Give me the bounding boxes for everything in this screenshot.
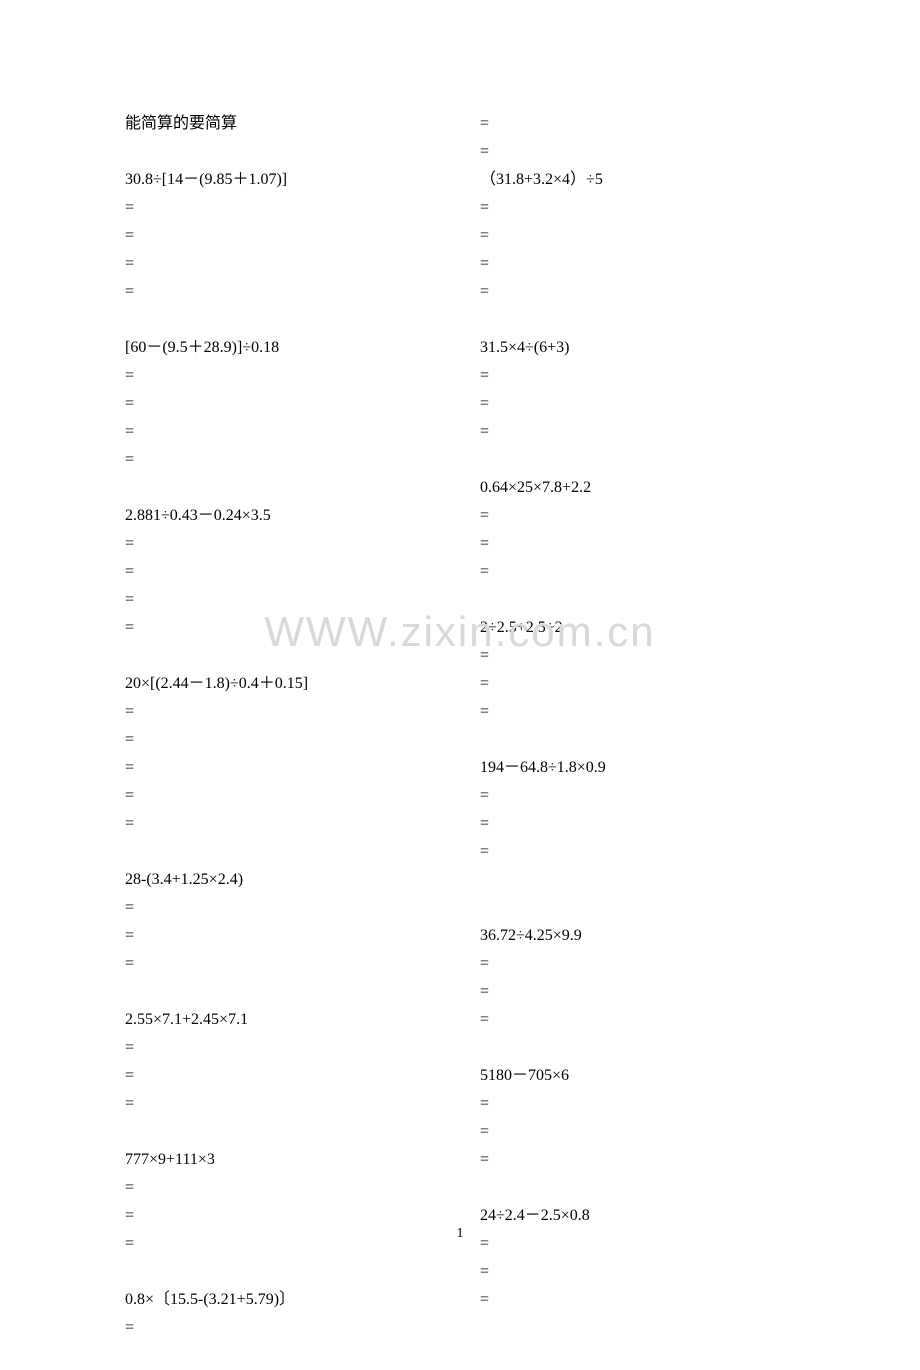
problem-block: （31.8+3.2×4）÷5==== [480, 166, 795, 306]
equals-line: = [480, 138, 795, 166]
problem-block: 0.64×25×7.8+2.2=== [480, 474, 795, 586]
equals-line: = [125, 698, 440, 726]
problem-block: 2.55×7.1+2.45×7.1=== [125, 1006, 440, 1118]
problem-block: 194－64.8÷1.8×0.9=== [480, 754, 795, 894]
problem-block: 36.72÷4.25×9.9=== [480, 922, 795, 1034]
problem-block: 2.881÷0.43－0.24×3.5==== [125, 502, 440, 642]
equals-line: = [480, 1286, 795, 1314]
equals-line: = [480, 502, 795, 530]
problem-block: 0.8×〔15.5-(3.21+5.79)〕= [125, 1286, 440, 1342]
equals-line: = [480, 950, 795, 978]
equals-line: = [125, 586, 440, 614]
problem-block: 2÷2.5+2.5÷2=== [480, 614, 795, 726]
equals-line: = [125, 362, 440, 390]
equals-line: = [125, 418, 440, 446]
equals-line: = [125, 922, 440, 950]
problem-expression: 30.8÷[14－(9.85＋1.07)] [125, 166, 440, 194]
problem-block: 30.8÷[14－(9.85＋1.07)]==== [125, 166, 440, 306]
equals-line: = [480, 558, 795, 586]
problem-block: 20×[(2.44－1.8)÷0.4＋0.15]===== [125, 670, 440, 838]
equals-line: = [480, 1146, 795, 1174]
equals-line: = [480, 1258, 795, 1286]
equals-line: = [480, 782, 795, 810]
equals-line: = [480, 1090, 795, 1118]
equals-line: = [480, 194, 795, 222]
equals-line: = [125, 1174, 440, 1202]
problem-expression: 20×[(2.44－1.8)÷0.4＋0.15] [125, 670, 440, 698]
equals-line: = [480, 278, 795, 306]
problem-expression: 2÷2.5+2.5÷2 [480, 614, 795, 642]
equals-line: = [125, 194, 440, 222]
equals-line: = [480, 1006, 795, 1034]
equals-line: = [480, 1230, 795, 1258]
equals-line: = [480, 362, 795, 390]
problem-block: 31.5×4÷(6+3)=== [480, 334, 795, 446]
equals-line: = [480, 838, 795, 866]
worksheet-title: 能简算的要简算 [125, 110, 440, 138]
problem-expression: 194－64.8÷1.8×0.9 [480, 754, 795, 782]
equals-line: = [480, 390, 795, 418]
problem-expression: 2.55×7.1+2.45×7.1 [125, 1006, 440, 1034]
problem-block: 28-(3.4+1.25×2.4)=== [125, 866, 440, 978]
problem-block: 24÷2.4－2.5×0.8=== [480, 1202, 795, 1314]
equals-line: = [480, 110, 795, 138]
equals-line: = [125, 250, 440, 278]
equals-line: = [125, 782, 440, 810]
problem-expression: 0.64×25×7.8+2.2 [480, 474, 795, 502]
equals-line: = [125, 1230, 440, 1258]
equals-line: = [125, 1202, 440, 1230]
equals-line: = [125, 1062, 440, 1090]
right-column: == （31.8+3.2×4）÷5====31.5×4÷(6+3)===0.64… [460, 110, 795, 1370]
problem-expression: 5180－705×6 [480, 1062, 795, 1090]
equals-line: = [480, 1118, 795, 1146]
equals-line: = [125, 530, 440, 558]
equals-line: = [480, 250, 795, 278]
problem-block: 5180－705×6=== [480, 1062, 795, 1174]
equals-line: = [480, 670, 795, 698]
equals-line: = [480, 978, 795, 1006]
problem-expression: 0.8×〔15.5-(3.21+5.79)〕 [125, 1286, 440, 1314]
left-problems-container: 30.8÷[14－(9.85＋1.07)]====[60－(9.5＋28.9)]… [125, 166, 440, 1370]
page-content: WWW.zixin.com.cn 能简算的要简算 30.8÷[14－(9.85＋… [0, 0, 920, 1302]
equals-line: = [480, 698, 795, 726]
equals-line: = [480, 642, 795, 670]
equals-line: = [125, 754, 440, 782]
equals-line: = [480, 810, 795, 838]
right-problems-container: （31.8+3.2×4）÷5====31.5×4÷(6+3)===0.64×25… [480, 166, 795, 1342]
equals-line: = [125, 1314, 440, 1342]
problem-expression: 31.5×4÷(6+3) [480, 334, 795, 362]
equals-line: = [125, 950, 440, 978]
problem-block: [60－(9.5＋28.9)]÷0.18==== [125, 334, 440, 474]
equals-line: = [125, 894, 440, 922]
equals-line: = [125, 614, 440, 642]
equals-line: = [480, 418, 795, 446]
blank-line [480, 866, 795, 894]
equals-line: = [480, 222, 795, 250]
problem-expression: 24÷2.4－2.5×0.8 [480, 1202, 795, 1230]
equals-line: = [125, 446, 440, 474]
equals-line: = [125, 558, 440, 586]
equals-line: = [125, 1034, 440, 1062]
equals-line: = [125, 1090, 440, 1118]
right-leading-equals: == [480, 110, 795, 166]
equals-line: = [125, 390, 440, 418]
columns-container: 能简算的要简算 30.8÷[14－(9.85＋1.07)]====[60－(9.… [125, 110, 795, 1370]
problem-expression: 2.881÷0.43－0.24×3.5 [125, 502, 440, 530]
equals-line: = [125, 810, 440, 838]
problem-expression: 28-(3.4+1.25×2.4) [125, 866, 440, 894]
equals-line: = [125, 222, 440, 250]
problem-expression: 36.72÷4.25×9.9 [480, 922, 795, 950]
left-column: 能简算的要简算 30.8÷[14－(9.85＋1.07)]====[60－(9.… [125, 110, 460, 1370]
equals-line: = [125, 726, 440, 754]
equals-line: = [480, 530, 795, 558]
page-number: 1 [457, 1226, 464, 1242]
equals-line: = [125, 278, 440, 306]
problem-block: 777×9+111×3=== [125, 1146, 440, 1258]
problem-expression: （31.8+3.2×4）÷5 [480, 166, 795, 194]
problem-expression: [60－(9.5＋28.9)]÷0.18 [125, 334, 440, 362]
problem-expression: 777×9+111×3 [125, 1146, 440, 1174]
